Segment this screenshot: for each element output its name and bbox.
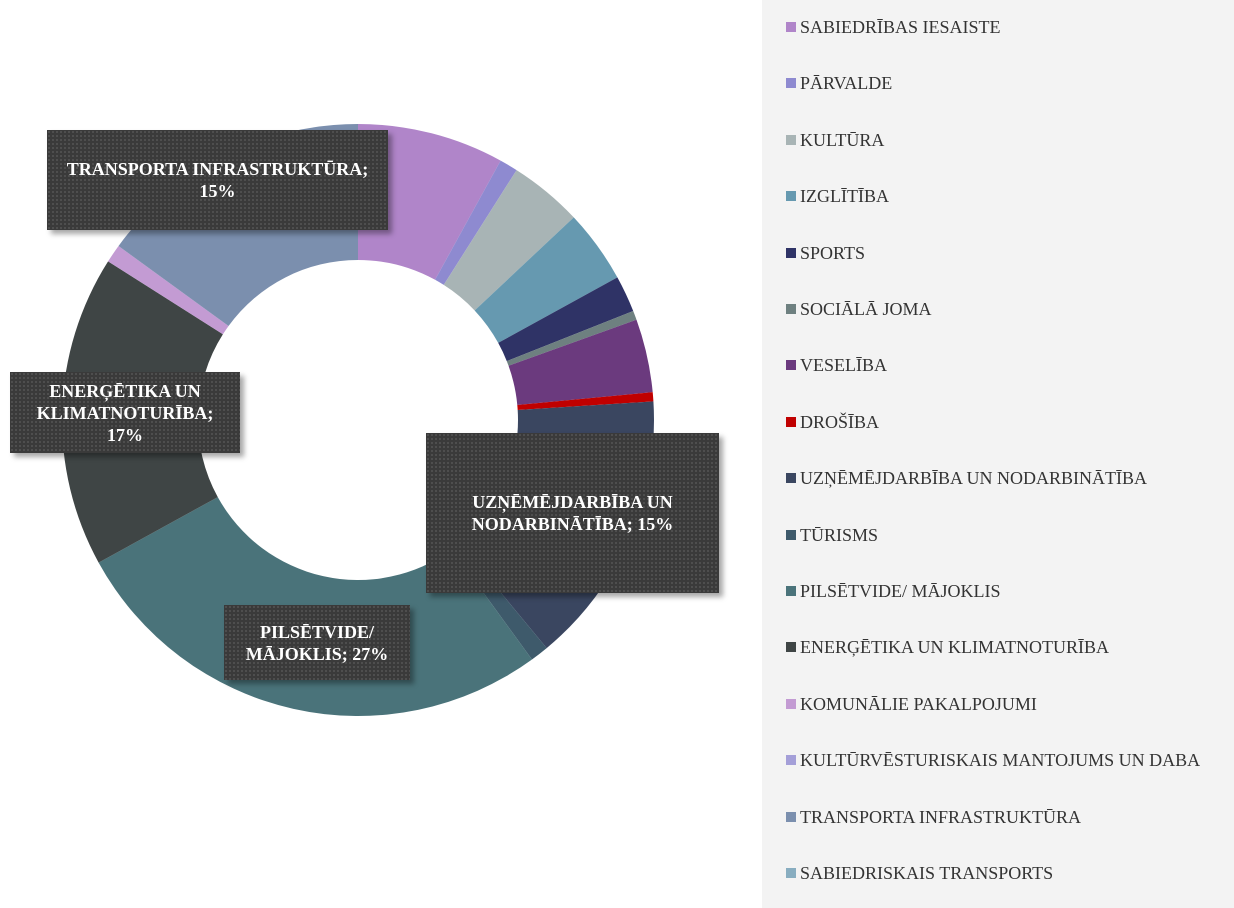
donut-segment bbox=[443, 170, 574, 311]
legend-label: KOMUNĀLIE PAKALPOJUMI bbox=[800, 693, 1037, 714]
legend-item: IZGLĪTĪBA bbox=[786, 185, 1226, 207]
legend-label: TRANSPORTA INFRASTRUKTŪRA bbox=[800, 806, 1082, 827]
legend-swatch bbox=[786, 586, 796, 596]
donut-segment bbox=[508, 319, 653, 405]
legend-item: VESELĪBA bbox=[786, 354, 1226, 376]
data-label: TRANSPORTA INFRASTRUKTŪRA; 15% bbox=[47, 130, 388, 230]
data-label: UZŅĒMĒJDARBĪBA UN NODARBINĀTĪBA; 15% bbox=[426, 433, 719, 593]
donut-segment bbox=[108, 246, 229, 335]
legend-label: PILSĒTVIDE/ MĀJOKLIS bbox=[800, 581, 1001, 601]
legend-swatch bbox=[786, 134, 796, 145]
legend-label: UZŅĒMĒJDARBĪBA UN NODARBINĀTĪBA bbox=[800, 468, 1148, 489]
legend-item: KOMUNĀLIE PAKALPOJUMI bbox=[786, 693, 1226, 715]
legend-item: PILSĒTVIDE/ MĀJOKLIS bbox=[786, 580, 1226, 602]
legend-label: KULTŪRVĒSTURISKAIS MANTOJUMS UN DABA bbox=[800, 750, 1201, 771]
legend-label: SOCIĀLĀ JOMA bbox=[800, 299, 932, 319]
legend-swatch bbox=[786, 247, 796, 258]
data-label: ENERĢĒTIKA UN KLIMATNOTURĪBA; 17% bbox=[10, 372, 240, 453]
legend-label: VESELĪBA bbox=[800, 355, 887, 376]
legend-item: SABIEDRĪBAS IESAISTE bbox=[786, 16, 1226, 38]
legend-item: TRANSPORTA INFRASTRUKTŪRA bbox=[786, 806, 1226, 828]
donut-segment bbox=[517, 392, 654, 410]
legend-label: KULTŪRA bbox=[800, 129, 885, 150]
legend-label: TŪRISMS bbox=[800, 524, 879, 545]
legend-swatch bbox=[786, 642, 796, 653]
legend-item: SPORTS bbox=[786, 242, 1226, 264]
legend-label: ENERĢĒTIKA UN KLIMATNOTURĪBA bbox=[800, 637, 1109, 658]
legend-swatch bbox=[786, 416, 796, 427]
legend-label: SABIEDRĪBAS IESAISTE bbox=[800, 17, 1001, 37]
legend-item: KULTŪRVĒSTURISKAIS MANTOJUMS UN DABA bbox=[786, 749, 1226, 771]
legend-item: PĀRVALDE bbox=[786, 72, 1226, 94]
legend-item: ENERĢĒTIKA UN KLIMATNOTURĪBA bbox=[786, 636, 1226, 658]
legend-swatch bbox=[786, 473, 796, 484]
donut-segment bbox=[435, 160, 517, 285]
legend: SABIEDRĪBAS IESAISTE PĀRVALDE KULTŪRA IZGLĪ… bbox=[762, 0, 1234, 908]
legend-swatch bbox=[786, 22, 796, 32]
legend-label: SPORTS bbox=[800, 242, 865, 263]
legend-item: DROŠĪBA bbox=[786, 411, 1226, 433]
legend-item: UZŅĒMĒJDARBĪBA UN NODARBINĀTĪBA bbox=[786, 467, 1226, 489]
legend-swatch bbox=[786, 868, 796, 878]
legend-label: IZGLĪTĪBA bbox=[800, 186, 889, 207]
legend-item: KULTŪRA bbox=[786, 129, 1226, 151]
donut-segment bbox=[358, 124, 501, 280]
legend-label: DROŠĪBA bbox=[800, 411, 880, 432]
legend-label: SABIEDRISKAIS TRANSPORTS bbox=[800, 863, 1054, 883]
legend-item: SOCIĀLĀ JOMA bbox=[786, 298, 1226, 320]
donut-segment bbox=[498, 277, 634, 362]
legend-swatch bbox=[786, 529, 796, 540]
legend-label: PĀRVALDE bbox=[800, 73, 893, 94]
legend-swatch bbox=[786, 360, 796, 371]
legend-item: SABIEDRISKAIS TRANSPORTS bbox=[786, 862, 1226, 884]
data-label: PILSĒTVIDE/ MĀJOKLIS; 27% bbox=[224, 605, 410, 680]
donut-segment bbox=[506, 311, 637, 366]
legend-swatch bbox=[786, 698, 796, 709]
legend-swatch bbox=[786, 811, 796, 822]
legend-swatch bbox=[786, 755, 796, 766]
legend-swatch bbox=[786, 78, 796, 89]
legend-item: TŪRISMS bbox=[786, 524, 1226, 546]
legend-swatch bbox=[786, 304, 796, 314]
donut-segment bbox=[474, 217, 618, 343]
legend-swatch bbox=[786, 191, 796, 202]
